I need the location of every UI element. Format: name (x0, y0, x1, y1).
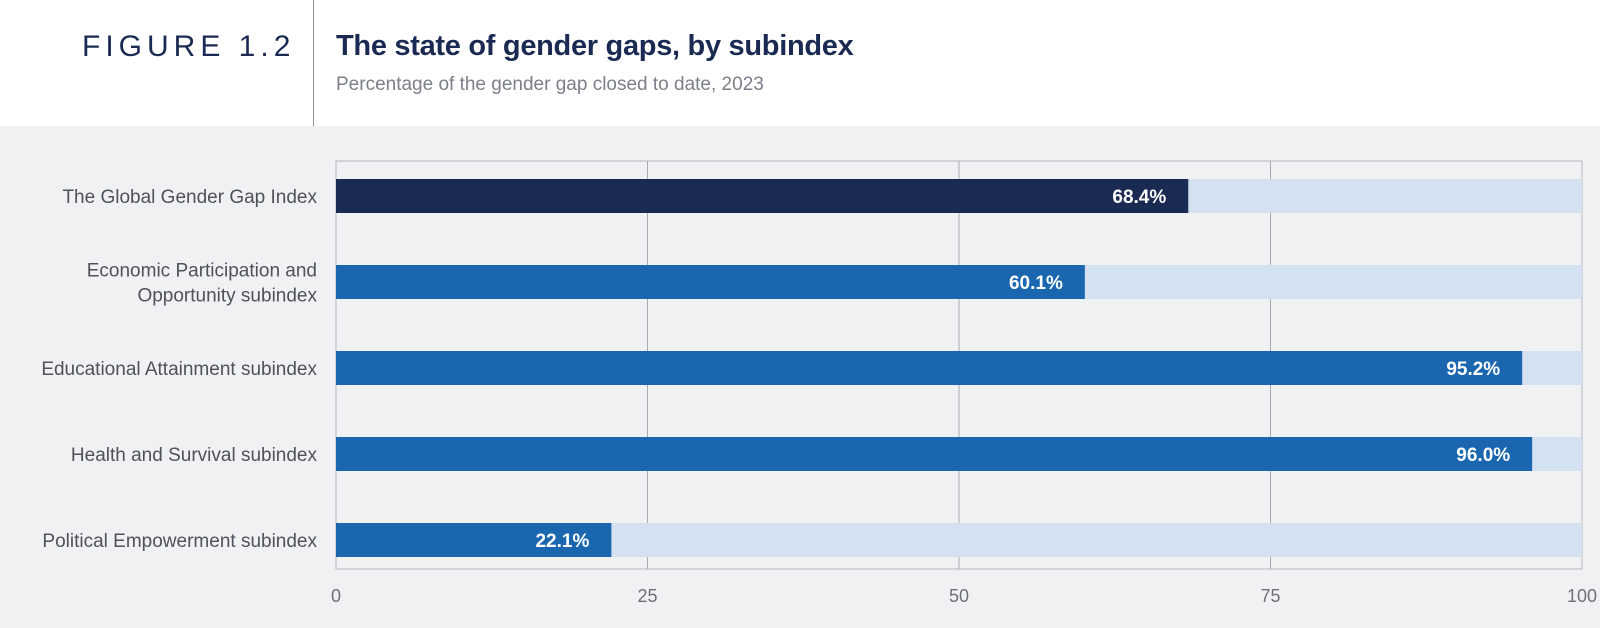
x-tick-label-50: 50 (949, 586, 969, 606)
bar-3 (336, 437, 1533, 471)
data-label-1: 60.1% (1009, 273, 1063, 294)
category-label-0: The Global Gender Gap Index (62, 187, 317, 208)
figure-header: FIGURE 1.2 The state of gender gaps, by … (0, 0, 1600, 126)
data-label-3: 96.0% (1456, 445, 1510, 466)
chart-title: The state of gender gaps, by subindex (336, 30, 854, 62)
figure-label: FIGURE 1.2 (82, 30, 296, 63)
data-label-2: 95.2% (1446, 359, 1500, 380)
chart-panel: 68.4% The Global Gender Gap Index 60.1% Eco… (0, 126, 1600, 628)
chart-subtitle: Percentage of the gender gap closed to d… (336, 74, 764, 95)
x-tick-label-75: 75 (1260, 586, 1280, 606)
x-tick-label-100: 100 (1567, 586, 1597, 606)
bar-chart: 68.4% The Global Gender Gap Index 60.1% Eco… (41, 160, 1597, 606)
x-tick-label-25: 25 (637, 586, 657, 606)
category-label-3: Health and Survival subindex (71, 445, 318, 466)
bar-4 (336, 523, 612, 557)
data-label-4: 22.1% (535, 531, 589, 552)
data-label-0: 68.4% (1112, 187, 1166, 208)
bar-2 (336, 351, 1523, 385)
category-label-1: Economic Participation and Opportunity su… (87, 261, 318, 307)
header-divider (313, 0, 314, 126)
x-tick-label-0: 0 (331, 586, 341, 606)
category-label-4: Political Empowerment subindex (42, 531, 317, 552)
bar-0 (336, 179, 1189, 213)
category-label-2: Educational Attainment subindex (41, 359, 317, 380)
bar-1 (336, 265, 1085, 299)
